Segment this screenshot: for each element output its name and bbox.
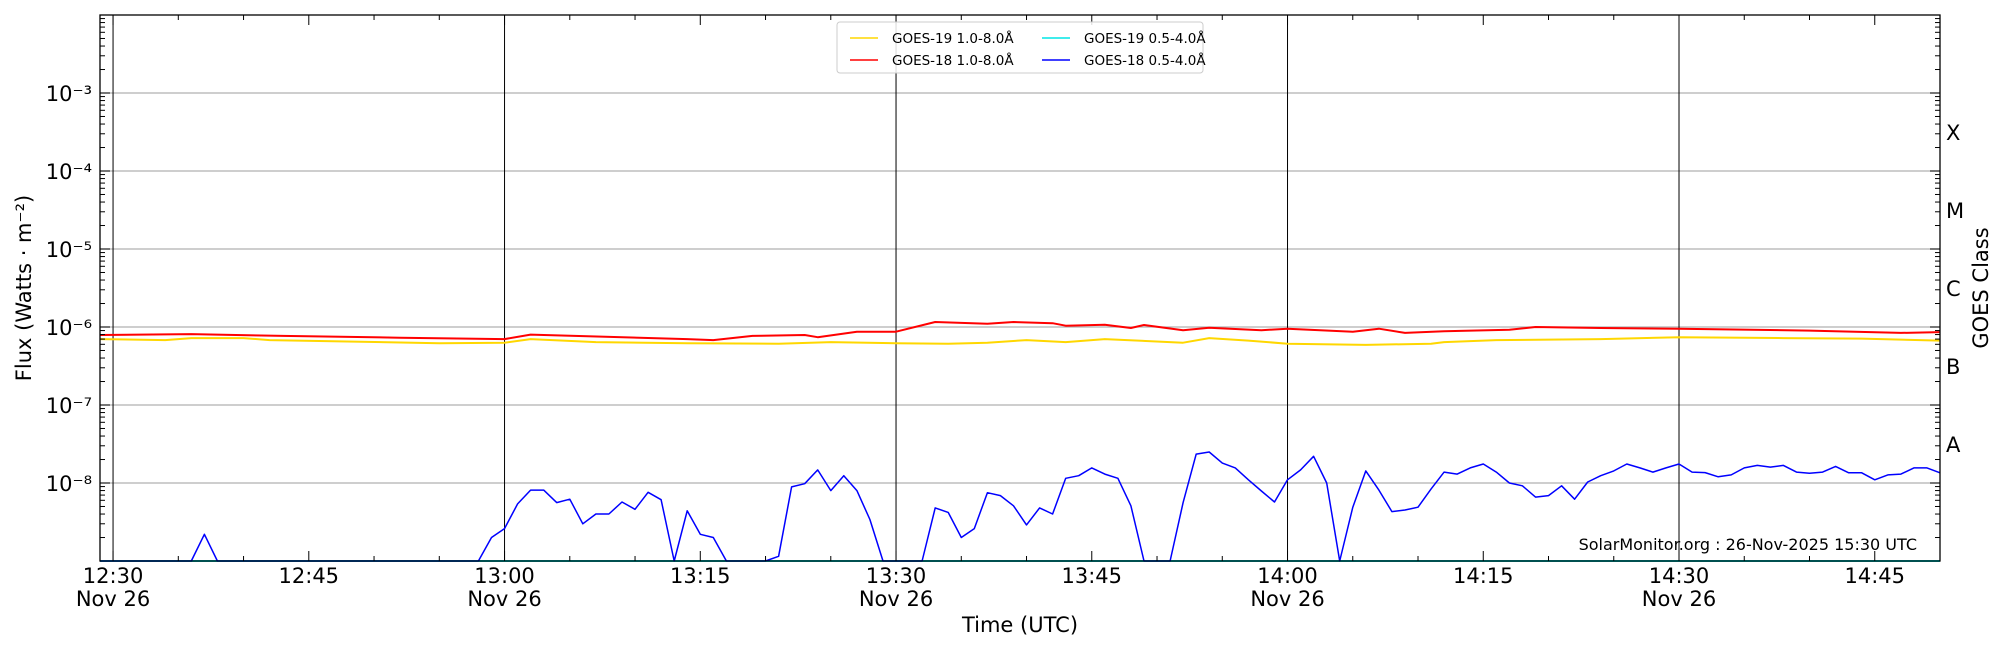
goes-class-label: M <box>1946 199 1964 223</box>
goes-class-label: A <box>1946 433 1961 457</box>
x-tick-label: 14:30 <box>1649 564 1710 588</box>
legend-label: GOES-19 1.0-8.0Å <box>892 30 1014 47</box>
x-tick-label: 14:15 <box>1453 564 1514 588</box>
y-tick-label: 10⁻⁴ <box>46 160 92 184</box>
x-tick-label: 14:00 <box>1257 564 1318 588</box>
legend-label: GOES-18 0.5-4.0Å <box>1084 52 1206 69</box>
y-tick-label: 10⁻⁸ <box>46 472 92 496</box>
goes-class-label: B <box>1946 355 1960 379</box>
x-axis-label: Time (UTC) <box>961 613 1078 637</box>
legend-label: GOES-18 1.0-8.0Å <box>892 52 1014 69</box>
x-tick-label: 14:45 <box>1844 564 1905 588</box>
x-tick-label: 12:30 <box>83 564 144 588</box>
series-line-0 <box>99 336 1941 346</box>
source-annotation: SolarMonitor.org : 26-Nov-2025 15:30 UTC <box>1579 535 1917 554</box>
x-tick-label: 13:15 <box>670 564 731 588</box>
legend-box <box>836 21 1204 74</box>
series-lines <box>99 321 1941 562</box>
legend-label: GOES-19 0.5-4.0Å <box>1084 30 1206 47</box>
legend: GOES-19 1.0-8.0Å GOES-18 1.0-8.0Å GOES-19 … <box>836 21 1206 74</box>
y-tick-label: 10⁻⁵ <box>46 238 92 262</box>
x-tick-sublabel: Nov 26 <box>859 587 933 611</box>
x-tick-label: 13:00 <box>474 564 535 588</box>
y-tick-label: 10⁻⁷ <box>46 394 92 418</box>
x-tick-label: 13:30 <box>866 564 927 588</box>
y-tick-label: 10⁻³ <box>46 82 92 106</box>
x-tick-sublabel: Nov 26 <box>1642 587 1716 611</box>
y-axis-right-label: GOES Class <box>1969 227 1993 348</box>
x-tick-label: 12:45 <box>279 564 340 588</box>
grid <box>100 15 1940 561</box>
x-tick-sublabel: Nov 26 <box>467 587 541 611</box>
x-tick-sublabel: Nov 26 <box>76 587 150 611</box>
x-tick-sublabel: Nov 26 <box>1250 587 1324 611</box>
goes-class-label: X <box>1946 121 1960 145</box>
plot-frame <box>99 14 1941 562</box>
y-axis-label: Flux (Watts · m⁻²) <box>12 195 36 381</box>
series-line-1 <box>99 321 1941 342</box>
y-tick-label: 10⁻⁶ <box>46 316 92 340</box>
x-tick-label: 13:45 <box>1062 564 1123 588</box>
series-line-3 <box>100 451 1941 562</box>
goes-class-label: C <box>1946 277 1961 301</box>
